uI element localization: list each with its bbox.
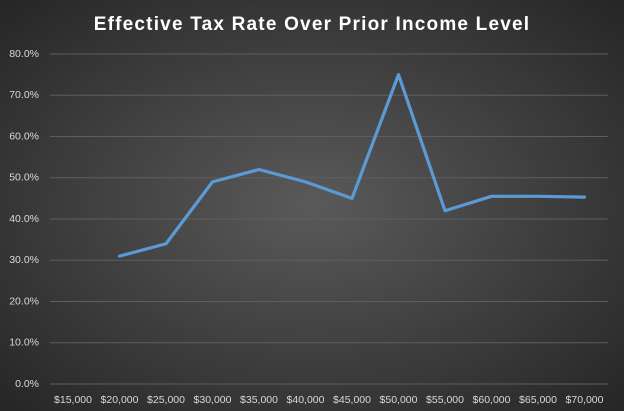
x-tick-label: $45,000 [333,394,371,406]
y-tick-label: 10.0% [9,337,39,349]
y-tick-label: 20.0% [9,295,39,307]
x-tick-label: $30,000 [194,394,232,406]
x-tick-label: $70,000 [566,394,604,406]
y-tick-label: 70.0% [9,89,39,101]
x-tick-label: $25,000 [147,394,185,406]
x-tick-label: $35,000 [240,394,278,406]
chart-title: Effective Tax Rate Over Prior Income Lev… [94,14,531,35]
data-line [117,73,587,258]
y-tick-label: 60.0% [9,130,39,142]
y-tick-label: 80.0% [9,48,39,60]
x-tick-label: $65,000 [519,394,557,406]
x-tick-label: $40,000 [287,394,325,406]
y-tick-label: 0.0% [15,378,39,390]
y-tick-label: 30.0% [9,254,39,266]
x-tick-label: $60,000 [473,394,511,406]
x-tick-label: $50,000 [380,394,418,406]
y-tick-label: 40.0% [9,213,39,225]
x-tick-label: $15,000 [54,394,92,406]
x-tick-label: $55,000 [426,394,464,406]
x-tick-label: $20,000 [101,394,139,406]
y-tick-label: 50.0% [9,172,39,184]
